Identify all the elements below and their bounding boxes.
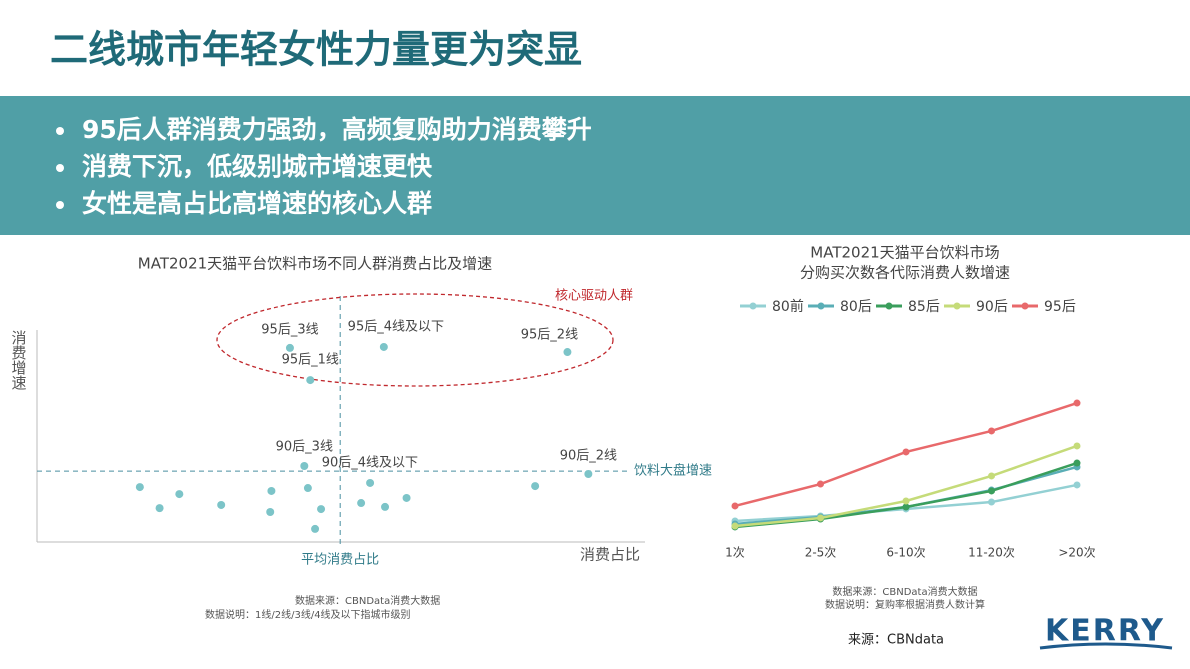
point: [381, 502, 390, 511]
legend-label: 90后: [976, 299, 1008, 315]
logo-swoosh: [1039, 642, 1173, 650]
point: [902, 448, 910, 456]
note: 数据来源：CBNData消费大数据: [295, 594, 440, 607]
legend-label: 80后: [840, 299, 872, 315]
point: [267, 486, 276, 495]
point: [988, 427, 995, 435]
point: [1073, 459, 1081, 467]
point: [217, 500, 226, 509]
y-axis-label: 消费增速: [10, 330, 28, 391]
chart-title: MAT2021天猫平台饮料市场: [810, 244, 999, 262]
bullet-dot: [56, 201, 64, 209]
annotation: 核心驱动人群: [555, 289, 633, 304]
x-tick-label: 11-20次: [968, 546, 1015, 560]
point: [531, 482, 540, 491]
x-tick-label: 6-10次: [886, 546, 925, 560]
point: [135, 483, 144, 492]
source: 来源：CBNdata: [848, 633, 944, 648]
point: [306, 376, 315, 385]
point: [988, 487, 995, 495]
legend-swatch: [953, 302, 961, 310]
legend-swatch: [817, 302, 825, 310]
point-label: 95后_4线及以下: [348, 319, 444, 334]
point: [902, 503, 910, 511]
point: [1073, 399, 1081, 407]
legend-swatch: [749, 302, 757, 310]
chart-title: MAT2021天猫平台饮料市场不同人群消费占比及增速: [138, 255, 492, 273]
annotation-ellipse: [216, 293, 614, 387]
bullet-dot: [56, 127, 64, 135]
x-tick-label: >20次: [1058, 546, 1095, 560]
bullet-dot: [56, 164, 64, 172]
point: [175, 490, 184, 499]
point: [285, 343, 294, 352]
point: [357, 499, 366, 508]
point: [379, 342, 388, 351]
point: [563, 348, 572, 357]
point: [988, 498, 995, 506]
point: [817, 514, 824, 522]
point: [988, 472, 995, 480]
x-axis-label: 消费占比: [580, 546, 640, 564]
legend-label: 80前: [772, 298, 804, 315]
x-tick-label: 1次: [725, 546, 745, 560]
note: 数据说明：1线/2线/3线/4线及以下指城市级别: [205, 608, 411, 621]
x-tick-label: 2-5次: [805, 546, 837, 560]
legend-label: 85后: [908, 299, 940, 315]
point-label: 90后_3线: [276, 440, 333, 455]
reference-label: 饮料大盘增速: [634, 463, 712, 479]
point: [300, 462, 309, 471]
chart-subtitle: 分购买次数各代际消费人数增速: [800, 264, 1010, 282]
point-label: 90后_4线及以下: [322, 456, 418, 471]
point: [731, 522, 739, 530]
bullet-text: 女性是高占比高增速的核心人群: [82, 189, 432, 218]
point: [311, 524, 320, 533]
point-label: 95后_2线: [521, 328, 578, 343]
point: [1073, 481, 1081, 489]
point: [731, 502, 739, 510]
point: [402, 493, 411, 502]
slide-title: 二线城市年轻女性力量更为突显: [50, 28, 582, 72]
bullet-text: 95后人群消费力强劲，高频复购助力消费攀升: [82, 115, 592, 144]
point: [902, 497, 910, 505]
reference-label: 平均消费占比: [301, 553, 379, 568]
point: [817, 480, 824, 488]
legend-swatch: [885, 302, 893, 310]
point: [317, 505, 326, 514]
point: [584, 469, 593, 478]
note: 数据说明：复购率根据消费人数计算: [825, 598, 985, 611]
point: [155, 504, 164, 513]
point-label: 95后_3线: [261, 322, 318, 337]
point: [1073, 442, 1081, 450]
point-label: 95后_1线: [282, 353, 339, 368]
point: [303, 484, 312, 493]
point: [366, 478, 375, 487]
bullet-text: 消费下沉，低级别城市增速更快: [82, 152, 433, 181]
note: 数据来源：CBNData消费大数据: [832, 585, 977, 598]
point-label: 90后_2线: [560, 448, 617, 463]
bullet-band: [0, 96, 1190, 235]
legend-label: 95后: [1044, 299, 1076, 315]
point: [266, 507, 275, 516]
legend-swatch: [1021, 302, 1029, 310]
